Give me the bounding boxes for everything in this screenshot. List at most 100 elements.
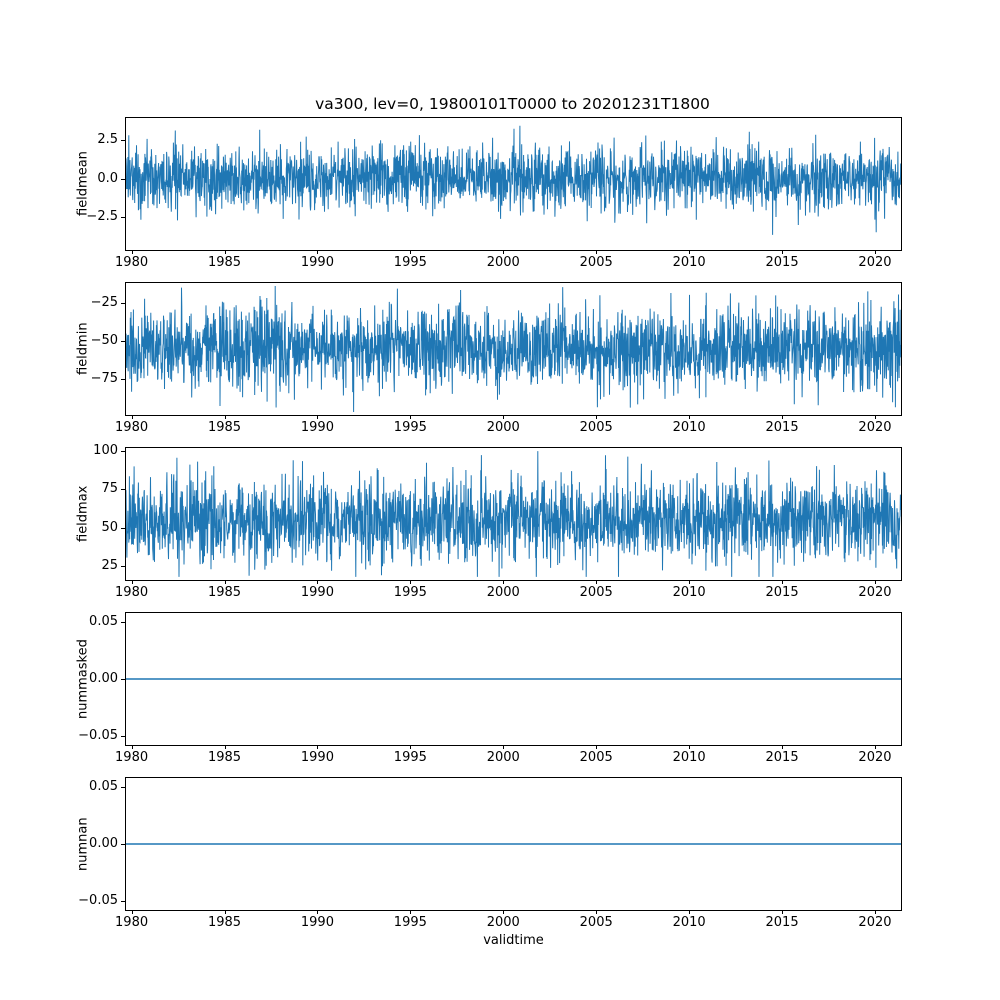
x-tick-mark (224, 415, 226, 419)
x-tick-label: 1995 (393, 915, 427, 930)
x-tick-mark (410, 580, 412, 584)
x-tick-mark (224, 745, 226, 749)
x-tick-mark (689, 415, 691, 419)
x-tick-mark (224, 910, 226, 914)
y-tick-label: 0.00 (89, 671, 118, 686)
y-tick-mark (121, 844, 125, 845)
x-tick-mark (131, 580, 133, 584)
x-tick-mark (874, 415, 876, 419)
x-tick-mark (782, 745, 784, 749)
y-tick-mark (121, 527, 125, 529)
y-tick-label: 0.05 (89, 614, 118, 630)
plot-area-nummasked (126, 678, 901, 680)
x-tick-mark (874, 250, 876, 254)
x-tick-mark (596, 580, 598, 584)
x-tick-label: 2000 (486, 585, 520, 600)
x-tick-label: 2005 (579, 750, 613, 765)
x-tick-label: 1985 (207, 420, 242, 435)
y-tick-mark (121, 378, 125, 380)
x-tick-mark (503, 250, 505, 254)
y-tick-mark (121, 735, 125, 737)
y-tick-mark (121, 489, 125, 491)
x-tick-mark (410, 250, 412, 254)
x-tick-mark (782, 415, 784, 419)
x-tick-label: 1985 (207, 915, 242, 930)
y-tick-label: −75 (90, 370, 118, 386)
x-tick-label: 2020 (858, 420, 892, 435)
series-line-fieldmean (126, 125, 901, 235)
x-tick-label: 1990 (300, 255, 334, 270)
x-tick-mark (503, 415, 505, 419)
x-tick-mark (410, 415, 412, 419)
x-tick-mark (317, 745, 319, 749)
x-tick-label: 1995 (393, 255, 427, 270)
y-tick-label: −0.05 (78, 727, 118, 743)
y-tick-mark (121, 340, 125, 342)
x-tick-mark (596, 415, 598, 419)
subplot-fieldmean: fieldmean 2.5 0.0 −2.5 1980 1985 1990 1995 2000… (76, 117, 902, 270)
subplot-numnan: numnan validtime 0.05 0.00 −0.05 1980 1985 19… (76, 777, 902, 948)
x-tick-label: 1990 (300, 915, 334, 930)
x-tick-label: 2005 (579, 420, 613, 435)
x-tick-mark (596, 250, 598, 254)
x-tick-mark (131, 910, 133, 914)
x-tick-label: 2000 (486, 255, 520, 270)
y-tick-mark (121, 217, 125, 219)
x-tick-label: 2010 (672, 750, 706, 765)
x-tick-label: 2005 (579, 915, 613, 930)
x-tick-label: 2010 (672, 255, 706, 270)
x-tick-label: 1995 (393, 750, 427, 765)
series-line-fieldmin (126, 285, 901, 413)
y-tick-label: −0.05 (78, 892, 118, 908)
x-tick-mark (689, 250, 691, 254)
y-tick-mark (121, 622, 125, 624)
x-tick-mark (410, 910, 412, 914)
x-tick-label: 1980 (115, 255, 149, 270)
subplot-nummasked: nummasked 0.05 0.00 −0.05 1980 1985 1990 1995 2… (76, 612, 902, 765)
y-tick-label: 0.00 (89, 836, 118, 851)
x-tick-label: 1980 (115, 750, 149, 765)
y-tick-label: 2.5 (97, 131, 118, 147)
x-tick-mark (874, 910, 876, 914)
y-tick-label: 0.0 (97, 170, 118, 186)
x-tick-label: 1990 (300, 420, 334, 435)
x-tick-label: 1995 (393, 585, 427, 600)
x-tick-mark (782, 580, 784, 584)
x-tick-mark (410, 745, 412, 749)
x-tick-mark (131, 250, 133, 254)
x-tick-label: 2000 (486, 915, 520, 930)
x-tick-label: 2000 (486, 750, 520, 765)
y-tick-mark (121, 566, 125, 568)
plot-area-fieldmin (126, 285, 901, 413)
x-tick-mark (224, 250, 226, 254)
y-tick-label: 50 (101, 519, 118, 535)
x-tick-mark (131, 745, 133, 749)
x-tick-mark (689, 745, 691, 749)
x-tick-label: 2015 (765, 420, 799, 435)
x-tick-mark (874, 745, 876, 749)
x-tick-mark (317, 910, 319, 914)
x-tick-mark (503, 745, 505, 749)
x-tick-label: 2015 (765, 915, 799, 930)
y-tick-mark (121, 787, 125, 789)
y-tick-label: −25 (90, 294, 118, 310)
x-tick-label: 1995 (393, 420, 427, 435)
y-tick-mark (121, 451, 125, 453)
subplot-fieldmax: fieldmax 100 75 50 25 1980 1985 1990 1995 2000 20… (76, 443, 902, 600)
x-tick-mark (689, 580, 691, 584)
x-tick-mark (131, 415, 133, 419)
x-tick-label: 1980 (115, 585, 149, 600)
x-tick-label: 1985 (207, 750, 242, 765)
x-tick-label: 2020 (858, 915, 892, 930)
x-tick-mark (224, 580, 226, 584)
x-tick-label: 2000 (486, 420, 520, 435)
series-line-fieldmax (126, 451, 901, 577)
y-tick-label: 0.05 (89, 779, 118, 795)
chart-title: va300, lev=0, 19800101T0000 to 20201231T… (315, 95, 710, 113)
x-tick-label: 2015 (765, 255, 799, 270)
y-tick-mark (121, 679, 125, 680)
x-tick-label: 2010 (672, 420, 706, 435)
y-tick-mark (121, 302, 125, 304)
x-tick-mark (317, 250, 319, 254)
